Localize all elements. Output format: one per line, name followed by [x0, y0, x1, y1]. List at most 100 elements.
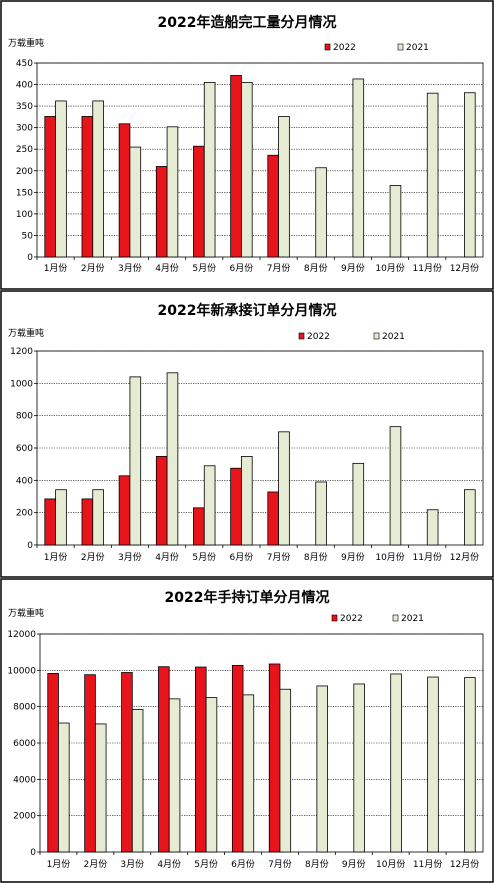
x-tick-label: 3月份: [118, 551, 142, 563]
bar-2022-1: [44, 498, 56, 546]
bar-2021-3: [129, 146, 142, 258]
y-tick-label: 6000: [13, 739, 36, 749]
x-tick-label: 3月份: [120, 858, 144, 870]
bar-2022-5: [195, 666, 207, 853]
bar-2021-3: [131, 708, 144, 853]
bar-2022-5: [193, 507, 205, 546]
legend-label-2021: 2021: [406, 43, 429, 53]
bar-2022-3: [121, 672, 133, 853]
x-tick-label: 8月份: [305, 858, 329, 870]
bar-2021-4: [168, 698, 181, 853]
legend-label-2022: 2022: [333, 43, 356, 53]
bar-2021-5: [203, 82, 216, 258]
bar-2022-3: [118, 475, 131, 546]
x-tick-label: 11月份: [413, 858, 442, 870]
x-tick-label: 12月份: [450, 858, 479, 870]
bar-2021-4: [166, 372, 179, 546]
legend-label-2021: 2021: [382, 332, 405, 342]
bar-2022-1: [44, 116, 56, 258]
legend-swatch-2022: [331, 614, 338, 622]
bar-2021-11: [426, 509, 439, 546]
y-tick-label: 250: [16, 145, 33, 155]
x-tick-label: 10月份: [375, 262, 404, 274]
bar-2021-2: [94, 723, 107, 853]
x-tick-label: 11月份: [413, 262, 442, 274]
legend-swatch-2021: [397, 43, 404, 51]
x-tick-label: 9月份: [341, 551, 365, 563]
bar-2021-12: [464, 677, 476, 853]
bar-2022-1: [47, 673, 59, 853]
chart-title: 2022年手持订单分月情况: [165, 589, 330, 606]
bar-2021-6: [241, 82, 253, 258]
x-tick-label: 5月份: [194, 858, 218, 870]
bar-2021-11: [426, 92, 439, 258]
y-tick-label: 350: [16, 102, 33, 112]
x-tick-label: 9月份: [341, 262, 365, 274]
bar-2021-11: [427, 676, 439, 853]
bar-2021-9: [353, 683, 365, 853]
y-tick-label: 0: [27, 253, 33, 263]
x-tick-label: 5月份: [192, 262, 216, 274]
x-tick-label: 2月份: [84, 858, 108, 870]
x-tick-label: 11月份: [413, 551, 442, 563]
bar-2022-7: [267, 491, 279, 546]
x-tick-label: 4月份: [157, 858, 181, 870]
x-tick-label: 2月份: [81, 551, 105, 563]
y-tick-label: 600: [16, 444, 33, 454]
x-tick-label: 9月份: [342, 858, 366, 870]
y-tick-label: 200: [16, 509, 33, 519]
legend-swatch-2021: [373, 332, 380, 340]
bar-2021-1: [55, 489, 67, 546]
y-tick-label: 12000: [7, 630, 36, 640]
y-tick-label: 400: [16, 476, 33, 486]
bar-2022-2: [81, 116, 94, 258]
legend-swatch-2021: [392, 614, 399, 622]
bar-2022-6: [230, 467, 242, 546]
y-tick-label: 300: [16, 124, 33, 134]
bar-2022-3: [118, 123, 131, 258]
bar-2021-7: [278, 431, 290, 546]
y-tick-label: 8000: [13, 703, 36, 713]
bar-2022-4: [155, 166, 168, 258]
x-tick-label: 1月份: [47, 858, 71, 870]
bar-2021-8: [315, 481, 327, 546]
bar-2021-9: [352, 78, 365, 258]
bar-2021-12: [464, 489, 476, 546]
legend-swatch-2022: [298, 332, 305, 340]
x-tick-label: 8月份: [304, 551, 328, 563]
y-tick-label: 400: [16, 81, 33, 91]
y-tick-label: 800: [16, 412, 33, 422]
bar-2021-1: [55, 100, 67, 258]
y-tick-label: 10000: [7, 666, 36, 676]
x-tick-label: 7月份: [267, 262, 291, 274]
bar-2021-1: [58, 722, 70, 853]
y-axis-unit-label: 万载重吨: [8, 37, 44, 49]
legend-label-2022: 2022: [340, 614, 363, 624]
bar-2022-6: [230, 75, 242, 258]
x-tick-label: 6月份: [230, 551, 254, 563]
y-tick-label: 2000: [13, 812, 36, 822]
bar-2021-6: [242, 694, 255, 853]
x-tick-label: 12月份: [450, 551, 479, 563]
bar-2021-2: [92, 100, 104, 258]
bar-2022-2: [84, 674, 96, 853]
bar-2021-2: [92, 489, 104, 546]
y-tick-label: 450: [16, 59, 33, 69]
x-tick-label: 10月份: [376, 858, 405, 870]
bar-2022-5: [193, 145, 205, 258]
x-tick-label: 1月份: [44, 262, 68, 274]
y-axis-unit-label: 万载重吨: [8, 607, 44, 619]
y-tick-label: 1000: [10, 379, 33, 389]
y-axis-unit-label: 万载重吨: [8, 327, 44, 339]
bar-2021-8: [316, 685, 328, 853]
y-tick-label: 0: [27, 541, 33, 551]
bar-2022-7: [267, 154, 279, 258]
y-tick-label: 0: [30, 848, 36, 858]
bar-2021-7: [278, 116, 290, 258]
x-tick-label: 1月份: [44, 551, 68, 563]
bar-2021-7: [279, 688, 292, 853]
x-tick-label: 4月份: [155, 551, 179, 563]
bar-2021-5: [203, 465, 216, 546]
legend-label-2022: 2022: [307, 332, 330, 342]
